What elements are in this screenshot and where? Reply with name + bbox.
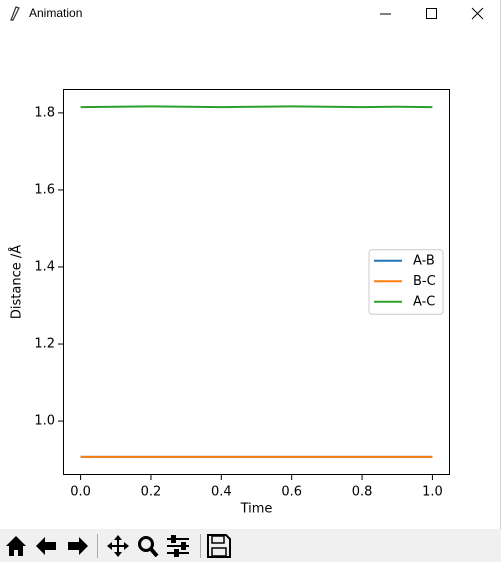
y-axis-label: Distance /Å	[9, 245, 25, 319]
configure-button[interactable]	[167, 535, 189, 557]
y-tick-label: 1.8	[34, 105, 55, 120]
home-button[interactable]	[6, 536, 26, 556]
maximize-button[interactable]	[426, 8, 437, 19]
slider-knob	[171, 535, 176, 543]
save-button[interactable]	[207, 534, 231, 558]
title-bar: Animation	[10, 6, 484, 21]
legend-label: A-B	[413, 253, 435, 268]
legend-box	[368, 249, 444, 315]
save-body	[207, 534, 231, 558]
zoom-button[interactable]	[138, 536, 159, 558]
save-shutter	[211, 535, 225, 544]
plot-area: 0.0 0.2 0.4 0.6 0.8 1.0 1.0 1.2 1.4 1.6 1.8 Time Dis…	[9, 89, 450, 517]
zoom-lens	[138, 536, 154, 552]
x-tick-label: 0.6	[281, 485, 302, 500]
y-tick-label: 1.4	[34, 259, 55, 274]
x-tick-label: 0.4	[211, 485, 232, 500]
y-tick-label: 1.6	[34, 182, 55, 197]
slider-knob	[174, 549, 179, 557]
x-tick-label: 1.0	[422, 485, 443, 500]
x-tick-label: 0.2	[141, 485, 162, 500]
y-tick-label: 1.0	[34, 414, 55, 429]
x-tick-label: 0.0	[70, 485, 91, 500]
app-icon	[10, 6, 20, 21]
pan-button[interactable]	[107, 535, 129, 557]
legend: A-B B-C A-C	[368, 249, 444, 315]
data-line	[80, 105, 433, 109]
x-tick-label: 0.8	[352, 485, 373, 500]
toolbar	[0, 529, 501, 562]
save-label	[211, 547, 227, 557]
axes-frame	[63, 89, 450, 475]
y-tick-label: 1.2	[34, 337, 55, 352]
legend-label: A-C	[413, 294, 435, 309]
forward-button[interactable]	[68, 537, 88, 555]
slider-knob	[181, 542, 186, 550]
window-title: Animation	[29, 6, 82, 20]
zoom-handle	[149, 547, 159, 558]
close-button[interactable]	[471, 7, 484, 20]
back-button[interactable]	[36, 537, 56, 555]
x-axis-label: Time	[240, 502, 273, 517]
legend-label: B-C	[413, 274, 436, 289]
